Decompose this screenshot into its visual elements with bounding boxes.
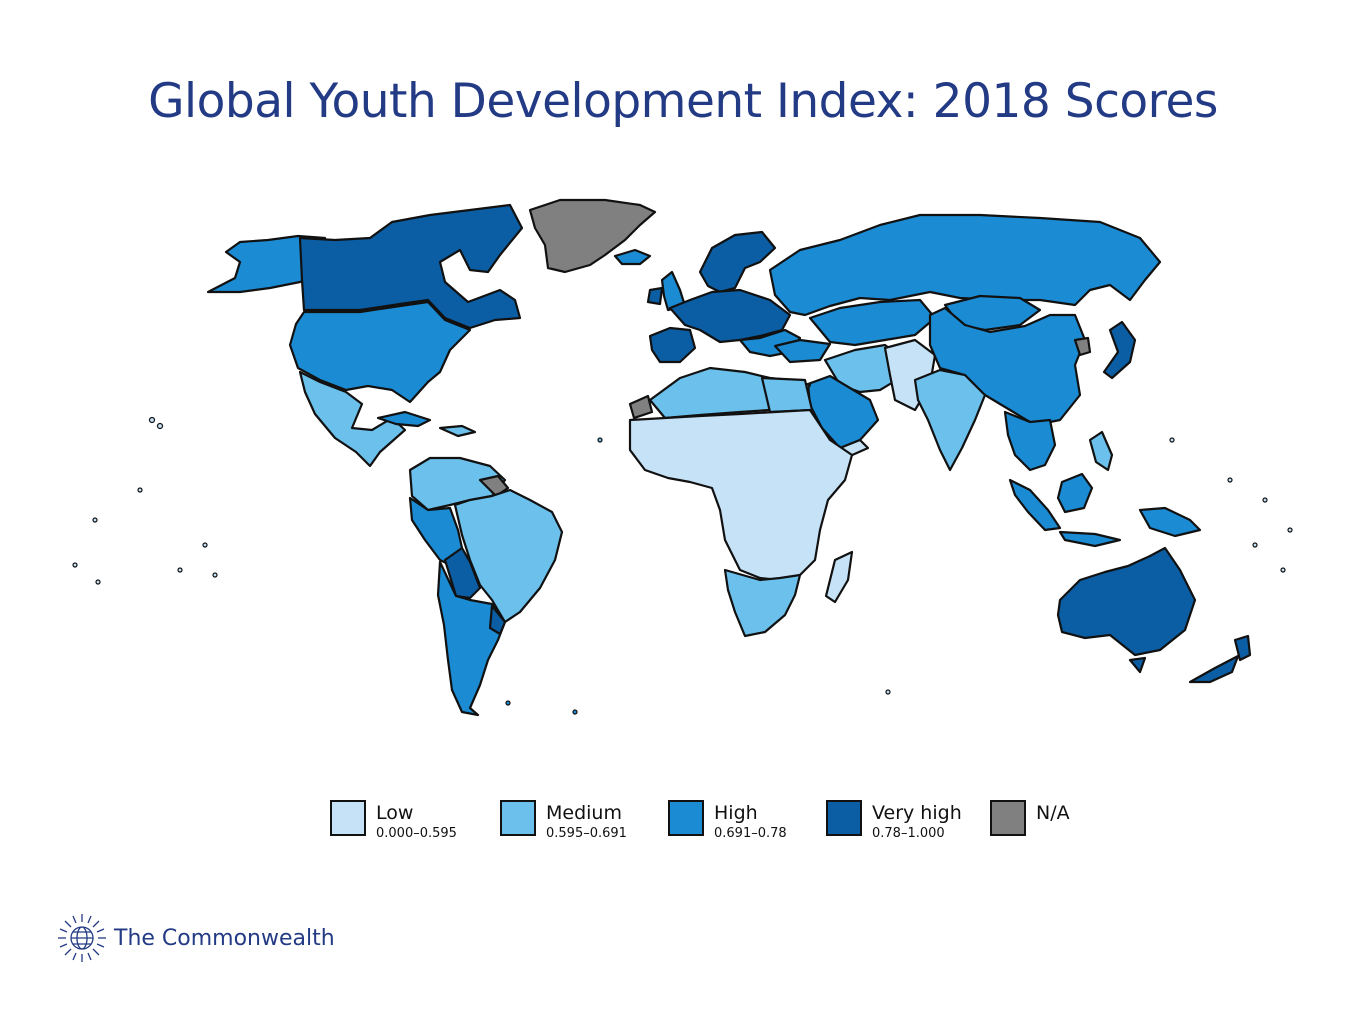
region-madagascar xyxy=(824,550,854,604)
region-indochina xyxy=(1003,410,1057,472)
world-map xyxy=(72,198,1293,717)
region-australia xyxy=(1056,546,1197,657)
legend-range-very-high: 0.78–1.000 xyxy=(872,826,945,841)
island-dot xyxy=(156,422,164,430)
region-egypt xyxy=(760,376,814,414)
island-dot xyxy=(1262,497,1268,503)
island-dot xyxy=(212,572,218,578)
region-ireland xyxy=(646,286,664,306)
region-argentina xyxy=(436,560,507,717)
region-new-zealand xyxy=(1233,634,1252,662)
island-dot xyxy=(72,562,78,568)
region-guyana xyxy=(478,474,510,498)
island-dot xyxy=(597,437,603,443)
region-caribbean xyxy=(376,410,432,428)
region-new-zealand-south xyxy=(1188,654,1240,684)
island-dot xyxy=(202,542,208,548)
legend-range-medium: 0.595–0.691 xyxy=(546,826,627,841)
region-scandinavia xyxy=(698,230,777,294)
region-north-korea xyxy=(1073,336,1092,357)
region-iberia xyxy=(648,326,697,364)
island-dot xyxy=(572,709,578,715)
island-dot xyxy=(1287,527,1293,533)
island-dot xyxy=(95,579,101,585)
island-dot xyxy=(1227,477,1233,483)
legend-label-medium: Medium xyxy=(546,802,622,824)
map-title: Global Youth Development Index: 2018 Sco… xyxy=(148,74,1218,129)
region-japan xyxy=(1102,320,1137,380)
island-dot xyxy=(505,700,511,706)
legend-swatch-na xyxy=(990,800,1026,836)
island-dot xyxy=(1280,567,1286,573)
legend-label-na: N/A xyxy=(1036,802,1070,824)
legend-swatch-very-high xyxy=(826,800,862,836)
region-greenland xyxy=(528,198,657,274)
region-iceland xyxy=(613,248,652,266)
region-sumatra xyxy=(1008,478,1062,532)
island-dot xyxy=(92,517,98,523)
legend-label-very-high: Very high xyxy=(872,802,962,824)
island-dot xyxy=(1252,542,1258,548)
region-new-guinea xyxy=(1138,506,1202,538)
island-dot xyxy=(1169,437,1175,443)
legend-range-high: 0.691–0.78 xyxy=(714,826,787,841)
commonwealth-globe-icon xyxy=(58,914,106,962)
region-uruguay xyxy=(488,604,507,636)
legend-label-high: High xyxy=(714,802,758,824)
legend: Low 0.000–0.595 Medium 0.595–0.691 High … xyxy=(0,798,1366,848)
brand-name: The Commonwealth xyxy=(114,926,335,951)
region-borneo xyxy=(1056,472,1094,514)
region-tasmania xyxy=(1128,656,1147,674)
region-mexico xyxy=(298,370,407,468)
region-java xyxy=(1058,530,1122,548)
region-china xyxy=(928,306,1087,427)
region-sub-saharan xyxy=(628,408,854,582)
region-central-asia xyxy=(808,298,937,347)
region-caribbean-islands xyxy=(438,424,477,438)
island-dot xyxy=(137,487,143,493)
region-canada xyxy=(298,203,524,330)
island-dot xyxy=(885,689,891,695)
region-turkey xyxy=(773,338,832,364)
legend-label-low: Low xyxy=(376,802,414,824)
region-southern-africa xyxy=(723,568,802,638)
region-russia xyxy=(768,213,1162,317)
region-western-sahara xyxy=(628,394,654,420)
region-arabia xyxy=(806,374,880,450)
legend-swatch-medium xyxy=(500,800,536,836)
legend-range-low: 0.000–0.595 xyxy=(376,826,457,841)
legend-swatch-high xyxy=(668,800,704,836)
region-philippines xyxy=(1088,430,1114,472)
island-dot xyxy=(148,416,156,424)
region-usa xyxy=(288,300,472,404)
island-dot xyxy=(177,567,183,573)
legend-swatch-low xyxy=(330,800,366,836)
